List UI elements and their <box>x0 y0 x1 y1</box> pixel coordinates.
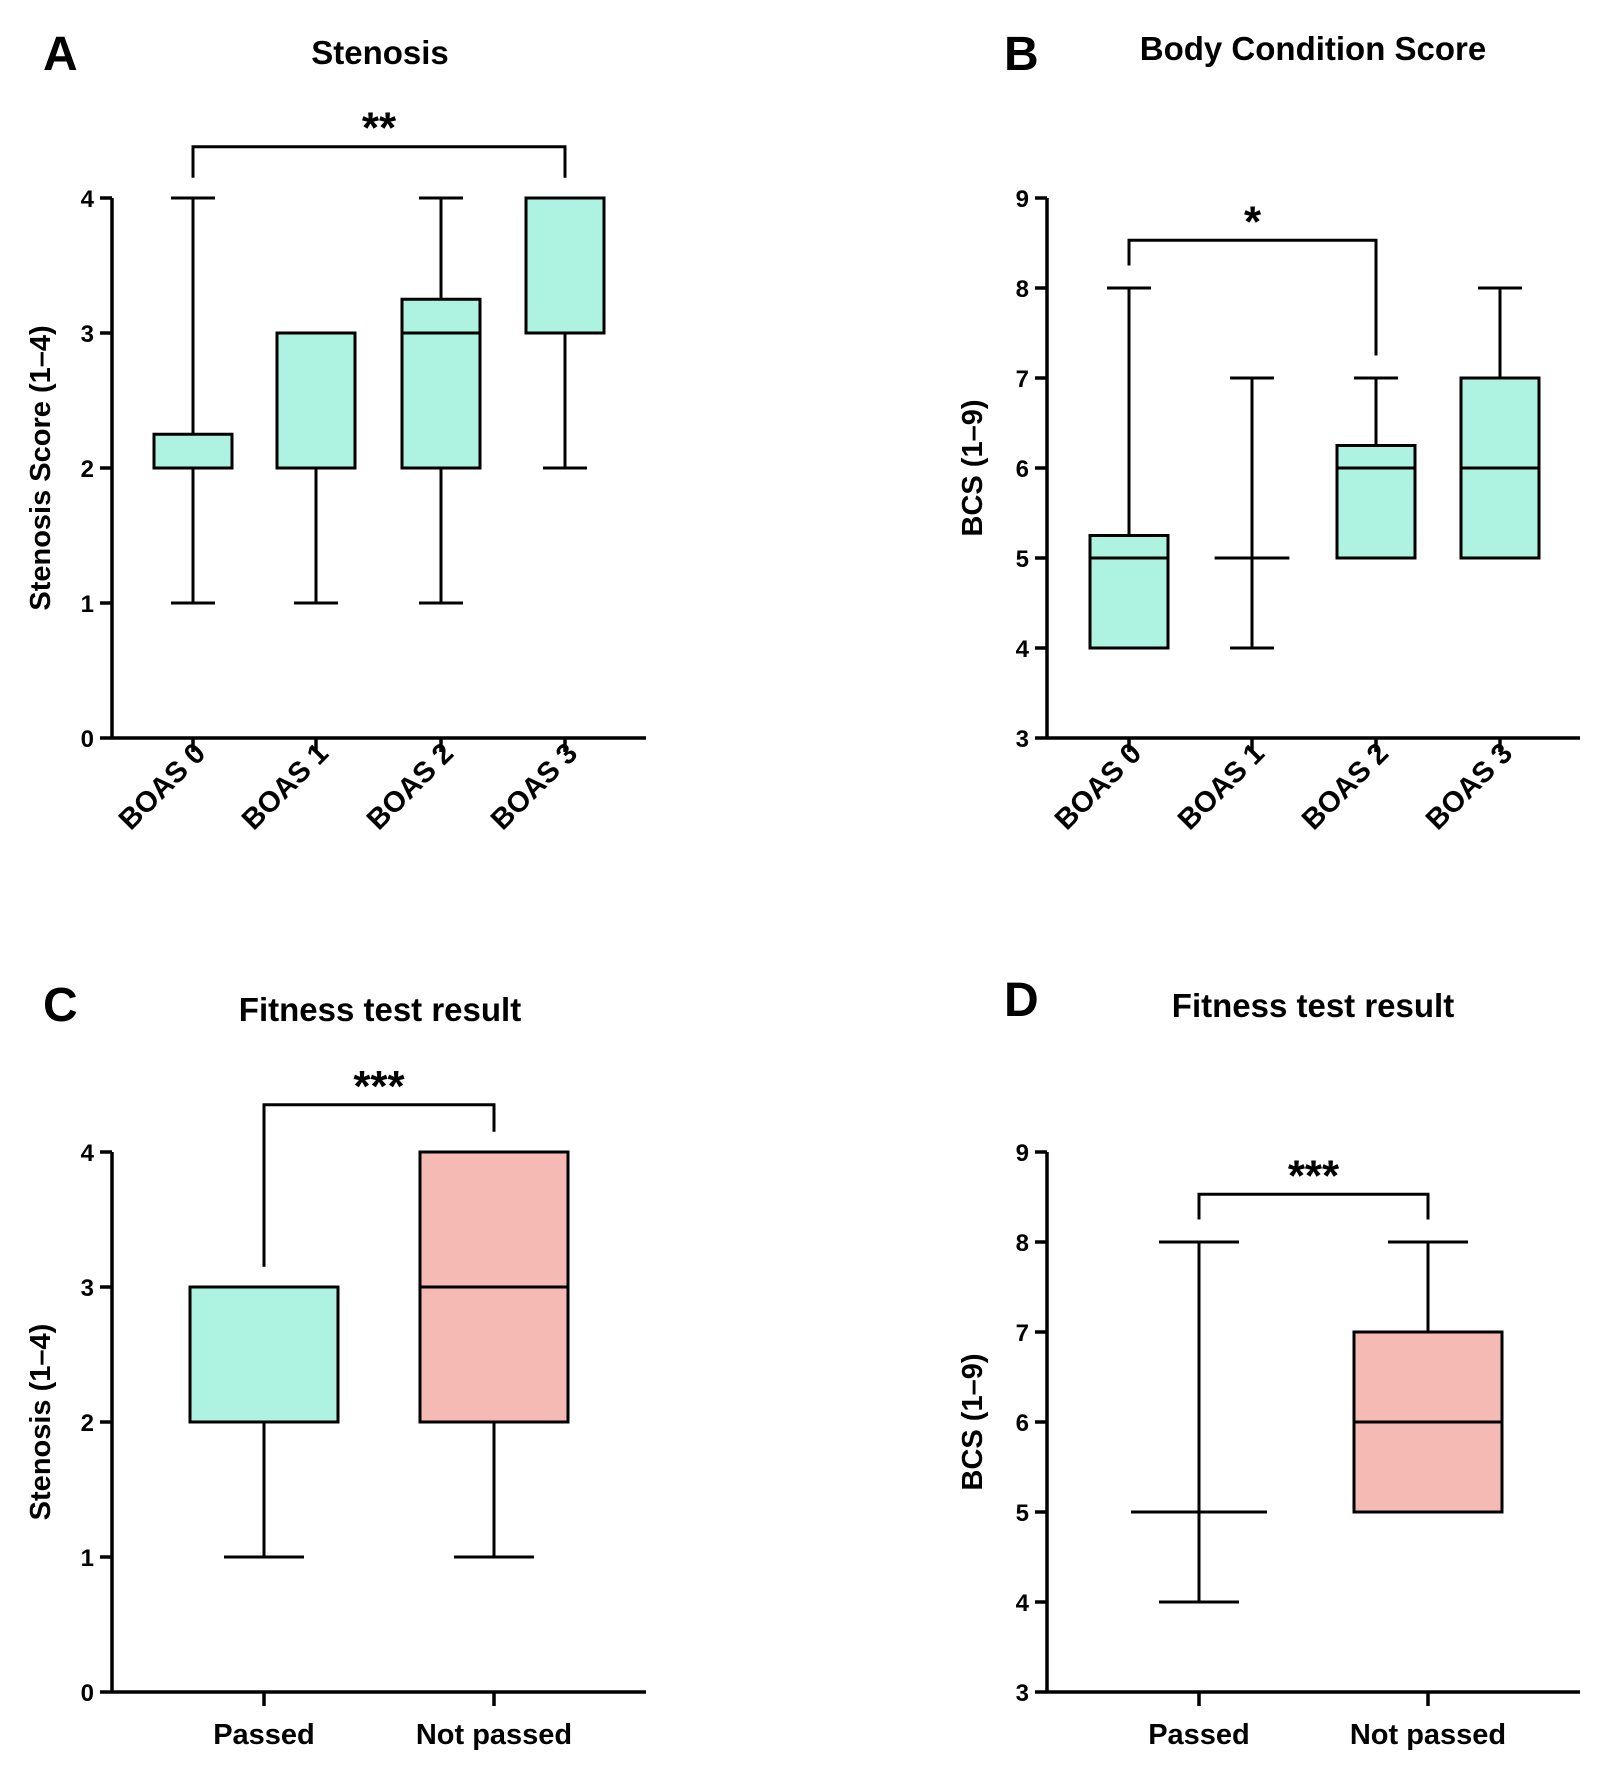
y-tick-label: 4 <box>1016 1590 1030 1617</box>
box-passed <box>188 1285 340 1559</box>
x-tick-label: BOAS 3 <box>1420 737 1519 836</box>
box-body <box>188 1285 340 1424</box>
bracket-line <box>262 1103 496 1267</box>
box-not-passed <box>418 1150 570 1559</box>
y-tick-label: 3 <box>1016 1680 1029 1707</box>
box-body <box>275 331 357 470</box>
y-tick-label: 5 <box>1016 1500 1029 1527</box>
y-tick-label: 4 <box>81 186 95 213</box>
y-axis-label: Stenosis (1–4) <box>25 1324 57 1521</box>
y-tick-label: 4 <box>1016 636 1030 663</box>
significance-bracket: * <box>1127 197 1378 356</box>
x-tick-label: Passed <box>1148 1719 1250 1751</box>
chart-title: Fitness test result <box>1172 987 1454 1024</box>
significance-label: ** <box>362 104 397 153</box>
significance-label: *** <box>353 1062 405 1111</box>
significance-label: * <box>1244 197 1262 246</box>
box-boas-1 <box>275 331 357 605</box>
y-axis-label: Stenosis Score (1–4) <box>25 325 57 610</box>
x-tick-label: BOAS 3 <box>485 737 584 836</box>
box-boas-2 <box>400 196 482 605</box>
box-boas-1 <box>1214 376 1290 650</box>
y-tick-label: 3 <box>81 321 94 348</box>
y-tick-label: 7 <box>1016 366 1029 393</box>
box-boas-2 <box>1335 376 1417 560</box>
box-boas-3 <box>524 196 606 470</box>
box-boas-3 <box>1459 286 1541 560</box>
panel-a: A Stenosis 0 1 2 3 4 Stenosis Score (1–4) BOAS 0… <box>25 28 646 836</box>
chart-title: Stenosis <box>311 34 449 71</box>
y-tick-label: 7 <box>1016 1320 1029 1347</box>
y-tick-label: 1 <box>81 591 94 618</box>
box-body <box>1088 534 1170 650</box>
box-body <box>152 432 234 470</box>
panel-label: D <box>1004 974 1039 1027</box>
x-tick-label: Not passed <box>1350 1719 1506 1751</box>
box-passed <box>1131 1240 1267 1604</box>
box-body <box>400 297 482 470</box>
panel-label: A <box>43 28 78 81</box>
y-tick-label: 5 <box>1016 546 1029 573</box>
y-tick-label: 1 <box>81 1545 94 1572</box>
y-tick-label: 9 <box>1016 1140 1029 1167</box>
box-body <box>524 196 606 335</box>
y-tick-label: 6 <box>1016 1410 1029 1437</box>
x-tick-label: BOAS 1 <box>236 737 335 836</box>
x-tick-label: BOAS 0 <box>1049 737 1148 836</box>
y-tick-label: 6 <box>1016 456 1029 483</box>
panel-d: D Fitness test result 3 4 5 6 7 8 9 BCS (1–9) Pass… <box>957 974 1580 1751</box>
x-tick-label: BOAS 2 <box>1296 737 1395 836</box>
x-tick-label: Not passed <box>416 1719 572 1751</box>
significance-bracket: *** <box>262 1062 496 1267</box>
y-tick-label: 8 <box>1016 276 1029 303</box>
y-tick-label: 0 <box>81 1680 94 1707</box>
y-axis-label: BCS (1–9) <box>957 1354 989 1491</box>
y-tick-label: 2 <box>81 1410 94 1437</box>
x-tick-label: BOAS 1 <box>1172 737 1271 836</box>
chart-title: Fitness test result <box>239 991 521 1028</box>
panel-c: C Fitness test result 0 1 2 3 4 Stenosis (1–4) P… <box>25 979 646 1751</box>
y-tick-label: 8 <box>1016 1230 1029 1257</box>
significance-bracket: *** <box>1197 1151 1430 1220</box>
box-not-passed <box>1352 1240 1504 1514</box>
panel-label: C <box>43 979 78 1032</box>
bracket-line <box>1127 238 1378 356</box>
bracket-line <box>191 145 567 178</box>
chart-title: Body Condition Score <box>1140 30 1487 67</box>
panel-b: B Body Condition Score 3 4 5 6 7 8 9 BCS (1–9) BOA… <box>957 28 1580 836</box>
x-tick-label: Passed <box>213 1719 315 1751</box>
y-tick-label: 0 <box>81 726 94 753</box>
box-boas-0 <box>1088 286 1170 650</box>
y-axis-label: BCS (1–9) <box>957 400 989 537</box>
y-tick-label: 4 <box>81 1140 95 1167</box>
significance-label: *** <box>1288 1151 1340 1200</box>
panel-label: B <box>1004 28 1039 81</box>
box-boas-0 <box>152 196 234 605</box>
x-tick-label: BOAS 2 <box>361 737 460 836</box>
y-tick-label: 9 <box>1016 186 1029 213</box>
box-body <box>1335 444 1417 560</box>
y-tick-label: 3 <box>1016 726 1029 753</box>
y-tick-label: 3 <box>81 1275 94 1302</box>
x-tick-label: BOAS 0 <box>113 737 212 836</box>
bracket-line <box>1197 1192 1430 1220</box>
significance-bracket: ** <box>191 104 567 178</box>
y-tick-label: 2 <box>81 456 94 483</box>
